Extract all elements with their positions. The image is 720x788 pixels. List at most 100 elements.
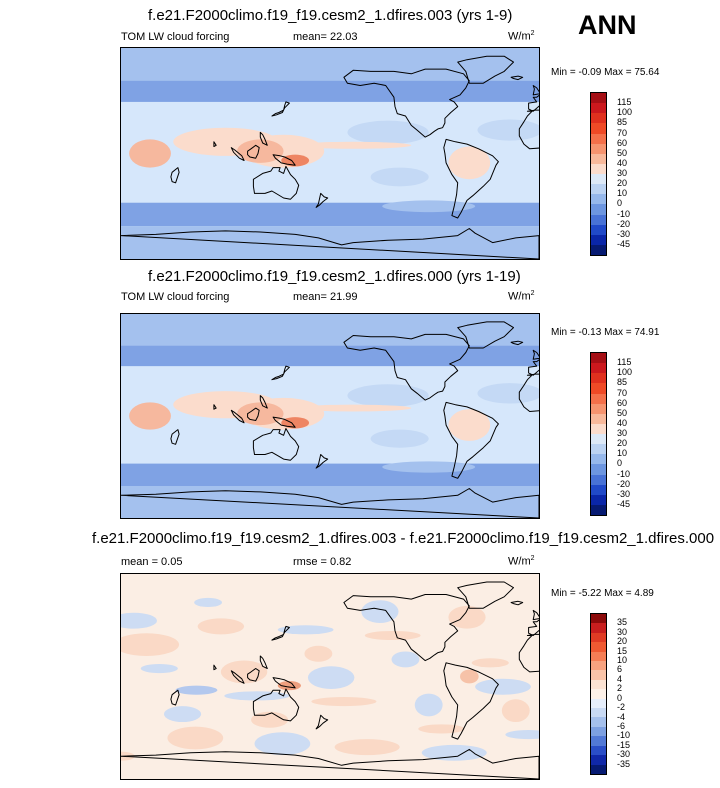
colorbar-swatch bbox=[591, 214, 606, 225]
panel-1-units: W/m2 bbox=[508, 30, 535, 43]
coastline-sriLanka bbox=[213, 664, 217, 671]
colorbar-tick-label: 115 bbox=[617, 97, 632, 108]
coastline-japan bbox=[271, 101, 290, 117]
colorbar-tick-label: 20 bbox=[617, 178, 628, 189]
colorbar-tick-label: -10 bbox=[617, 208, 631, 219]
coastline-africa bbox=[518, 633, 539, 673]
field-difference-anomaly bbox=[140, 663, 178, 674]
panel-2-minmax: Min = -0.13 Max = 74.91 bbox=[551, 327, 660, 338]
colorbar-tick-label: 70 bbox=[617, 127, 628, 138]
panel-1-colorbar bbox=[590, 92, 607, 256]
colorbar-swatch bbox=[591, 204, 606, 215]
colorbar-tick-label: -30 bbox=[617, 488, 631, 499]
field-difference-anomaly bbox=[501, 699, 530, 723]
coastline-antarctica bbox=[121, 748, 539, 779]
field-difference-anomaly bbox=[251, 711, 289, 728]
coastline-sumatra bbox=[230, 409, 245, 424]
field-difference-anomaly bbox=[361, 600, 399, 623]
field-difference-anomaly bbox=[471, 658, 509, 668]
colorbar-swatch bbox=[591, 708, 606, 718]
colorbar-tick-label: 10 bbox=[617, 188, 628, 199]
coastline-sriLanka bbox=[213, 404, 217, 410]
coastline-iceland bbox=[510, 600, 524, 606]
field-antarctic-band bbox=[121, 226, 539, 259]
field-difference-anomaly bbox=[277, 625, 334, 635]
coastline-uk bbox=[532, 349, 539, 360]
coastline-uk bbox=[532, 85, 539, 96]
coastline-greenland bbox=[457, 581, 514, 609]
field-antarctic-band bbox=[121, 486, 539, 518]
coastline-southAmerica bbox=[443, 662, 499, 740]
field-storm-track-north bbox=[121, 80, 539, 102]
panel-3-center-label: rmse = 0.82 bbox=[293, 556, 352, 568]
coastline-northAmerica bbox=[343, 594, 470, 662]
coastline-northAmerica bbox=[343, 333, 470, 401]
colorbar-swatch bbox=[591, 363, 606, 374]
colorbar-swatch bbox=[591, 413, 606, 424]
field-difference-anomaly bbox=[307, 666, 355, 690]
colorbar-swatch bbox=[591, 623, 606, 633]
field-difference-anomaly bbox=[448, 605, 486, 629]
field-difference-anomaly bbox=[121, 612, 157, 629]
panel-3-left-label: mean = 0.05 bbox=[121, 556, 183, 568]
panel-2-colorbar bbox=[590, 352, 607, 516]
coastline-nz bbox=[315, 192, 329, 208]
field-maritime-continent bbox=[237, 402, 284, 426]
colorbar-tick-label: 15 bbox=[617, 645, 628, 656]
panel-1-title: f.e21.F2000climo.f19_f19.cesm2_1.dfires.… bbox=[148, 7, 513, 24]
colorbar-swatch bbox=[591, 464, 606, 475]
field-storm-track-south bbox=[121, 463, 539, 487]
field-difference-anomaly bbox=[505, 730, 539, 740]
colorbar-swatch bbox=[591, 224, 606, 235]
panel-2-title: f.e21.F2000climo.f19_f19.cesm2_1.dfires.… bbox=[148, 268, 521, 285]
colorbar-swatch bbox=[591, 454, 606, 465]
colorbar-tick-label: 20 bbox=[617, 636, 628, 647]
colorbar-swatch bbox=[591, 123, 606, 134]
coastline-southAmerica bbox=[443, 401, 499, 479]
panel-3-title: f.e21.F2000climo.f19_f19.cesm2_1.dfires.… bbox=[92, 530, 715, 547]
season-label: ANN bbox=[578, 10, 637, 40]
coastline-northAmerica bbox=[343, 68, 470, 138]
colorbar-swatch bbox=[591, 444, 606, 455]
colorbar-tick-label: 85 bbox=[617, 117, 628, 128]
coastline-japan bbox=[271, 625, 290, 641]
coastline-nz bbox=[315, 454, 329, 469]
panel-1-minmax: Min = -0.09 Max = 75.64 bbox=[551, 67, 660, 78]
field-difference-anomaly bbox=[418, 724, 465, 734]
coastline-borneo bbox=[247, 144, 260, 159]
field-difference-anomaly bbox=[311, 697, 377, 707]
map-canvas bbox=[121, 574, 539, 779]
colorbar-tick-label: 35 bbox=[617, 617, 628, 628]
field-difference-anomaly bbox=[220, 660, 268, 684]
field-southern-ocean bbox=[382, 200, 476, 213]
colorbar-tick-label: 115 bbox=[617, 357, 632, 368]
colorbar-swatch bbox=[591, 717, 606, 727]
colorbar-swatch bbox=[591, 474, 606, 485]
field-difference-anomaly bbox=[414, 693, 443, 717]
colorbar-tick-label: 100 bbox=[617, 107, 633, 118]
colorbar-swatch bbox=[591, 764, 606, 774]
colorbar-swatch bbox=[591, 494, 606, 505]
coastline-madagascar bbox=[170, 429, 180, 445]
coastline-newGuinea bbox=[272, 416, 296, 428]
panel-3-map bbox=[120, 573, 540, 780]
colorbar-tick-label: -2 bbox=[617, 702, 626, 713]
coastline-madagascar bbox=[170, 689, 180, 706]
colorbar-tick-label: 60 bbox=[617, 137, 628, 148]
coastline-africa bbox=[518, 373, 539, 412]
field-difference-anomaly bbox=[364, 630, 421, 641]
colorbar-swatch bbox=[591, 614, 606, 624]
coastline-sumatra bbox=[230, 147, 245, 161]
field-storm-track-north bbox=[121, 345, 539, 367]
colorbar-swatch bbox=[591, 194, 606, 205]
colorbar-tick-label: -6 bbox=[617, 720, 626, 731]
field-convective-max bbox=[281, 154, 310, 167]
panel-2-map bbox=[120, 313, 540, 519]
colorbar-swatch bbox=[591, 670, 606, 680]
coastline-philippines bbox=[259, 131, 268, 146]
field-convective-max bbox=[281, 417, 310, 429]
colorbar-swatch bbox=[591, 642, 606, 652]
colorbar-tick-label: -10 bbox=[617, 730, 631, 741]
coastline-antarctica bbox=[121, 228, 539, 259]
colorbar-swatch bbox=[591, 103, 606, 114]
